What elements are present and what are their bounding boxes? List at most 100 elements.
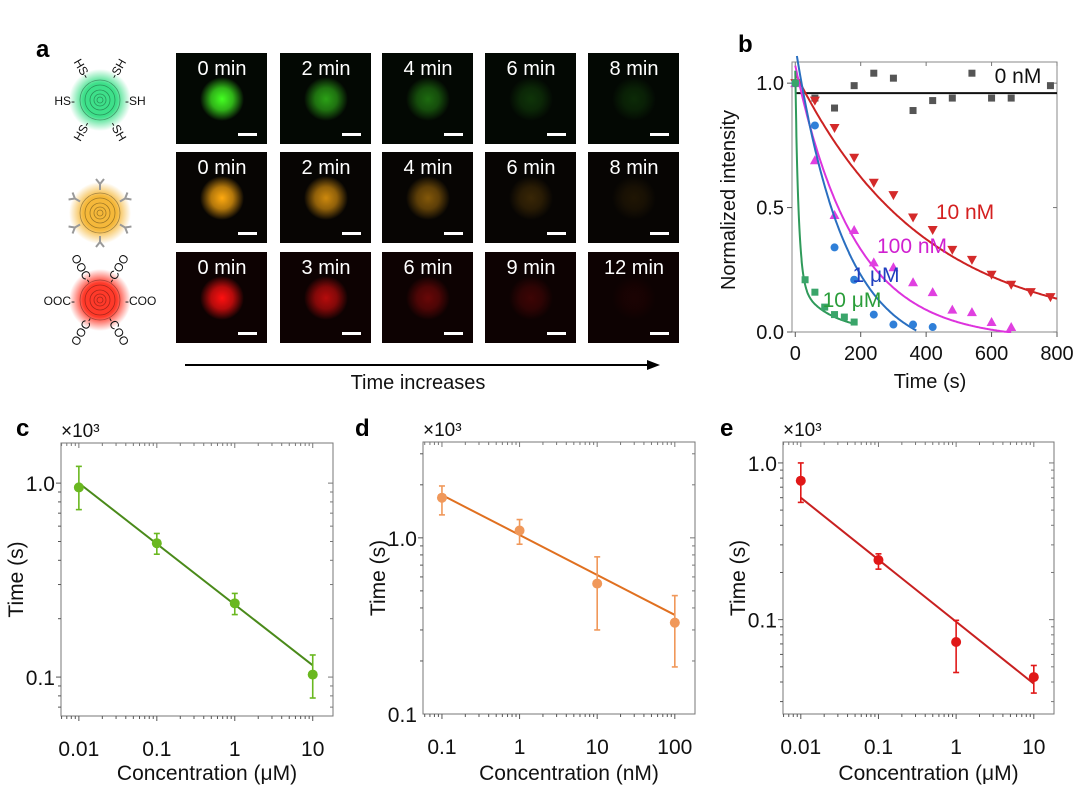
x-tick-label: 10 bbox=[1022, 736, 1045, 759]
data-point bbox=[948, 94, 956, 102]
antibody-particle bbox=[68, 178, 132, 248]
data-point-with-error bbox=[951, 619, 962, 674]
ligand-label: -COO bbox=[104, 252, 132, 286]
data-point bbox=[873, 555, 884, 566]
data-point bbox=[840, 313, 848, 321]
time-label: 6 min bbox=[507, 157, 556, 179]
time-label: 8 min bbox=[610, 157, 659, 179]
image-tile: 0 min bbox=[176, 252, 267, 343]
data-point bbox=[869, 310, 878, 319]
panel-label: b bbox=[738, 31, 753, 58]
particle-ring bbox=[84, 84, 116, 116]
scale-bar bbox=[547, 133, 566, 136]
x-tick-label: 10 bbox=[301, 738, 324, 761]
fluorescent-spot bbox=[304, 176, 348, 220]
data-point bbox=[849, 153, 860, 163]
data-point bbox=[888, 262, 899, 272]
data-point bbox=[889, 74, 897, 82]
antibody-icon bbox=[95, 178, 105, 190]
chart-c: 0.01 0.1 1 10 0.1 1.0 ×10³ Concentration (μM) Ti… bbox=[5, 421, 334, 785]
fluorescent-spot bbox=[509, 176, 553, 220]
image-tile: 6 min bbox=[382, 252, 473, 343]
image-tile: 6 min bbox=[485, 53, 576, 144]
x-axis-label: Concentration (μM) bbox=[117, 762, 297, 785]
x-tick-label: 800 bbox=[1040, 343, 1073, 365]
fit-curve bbox=[795, 55, 917, 332]
x-tick-label: 0.01 bbox=[780, 736, 821, 759]
chart-d: 0.1 1 10 100 0.1 1.0 ×10³ Concentration (nM) Tim… bbox=[367, 420, 696, 785]
series-annotation: 10 μM bbox=[823, 289, 882, 312]
time-label: 6 min bbox=[507, 58, 556, 80]
data-point bbox=[830, 243, 839, 252]
scale-bar bbox=[342, 232, 361, 235]
plot-frame bbox=[422, 441, 696, 715]
ligand-label: OOC- bbox=[44, 294, 75, 308]
image-tile: 0 min bbox=[176, 53, 267, 144]
fit-curve bbox=[794, 70, 855, 325]
particle-ring bbox=[96, 96, 104, 104]
data-point bbox=[229, 598, 240, 609]
ligand-label: -SH bbox=[125, 94, 146, 108]
data-point bbox=[968, 69, 976, 77]
data-point bbox=[927, 287, 938, 297]
antibody-icon bbox=[119, 223, 132, 234]
x-tick-label: 0 bbox=[790, 343, 801, 365]
antibody-shape bbox=[95, 178, 105, 190]
data-point bbox=[151, 538, 162, 549]
data-point bbox=[870, 69, 878, 77]
fluorescent-spot bbox=[304, 77, 348, 121]
x-axis-label: Time (s) bbox=[894, 371, 967, 393]
panel-label: c bbox=[16, 415, 29, 442]
x-tick-label: 0.1 bbox=[427, 736, 456, 759]
fit-line bbox=[78, 482, 314, 667]
x-tick-label: 400 bbox=[909, 343, 942, 365]
data-point bbox=[850, 275, 859, 284]
time-label: 2 min bbox=[302, 157, 351, 179]
data-point bbox=[909, 320, 918, 329]
data-point bbox=[986, 270, 997, 280]
plot-frame bbox=[782, 441, 1055, 715]
x-tick-label: 0.01 bbox=[58, 738, 99, 761]
y-tick-label: 1.0 bbox=[748, 453, 777, 476]
data-point bbox=[909, 107, 917, 115]
image-tile: 8 min bbox=[588, 152, 679, 243]
axis-multiplier: ×10³ bbox=[61, 421, 100, 442]
particle-glow bbox=[69, 182, 131, 244]
data-point bbox=[986, 317, 997, 327]
x-tick-label: 200 bbox=[844, 343, 877, 365]
data-point bbox=[831, 311, 839, 319]
data-point bbox=[889, 320, 898, 329]
particle-ring bbox=[89, 289, 111, 311]
image-tile: 3 min bbox=[280, 252, 371, 343]
data-point bbox=[929, 97, 937, 105]
scale-bar bbox=[342, 332, 361, 335]
carboxyl-particle: OOC- -COO -COO OOC- -COO OOC- bbox=[44, 252, 157, 348]
chart-b: 0 200 400 600 800 0.0 0.5 1.0 Time (s) Normalized… bbox=[718, 55, 1074, 393]
scale-bar bbox=[238, 232, 257, 235]
series-annotation: 0 nM bbox=[995, 65, 1042, 88]
data-point-with-error bbox=[669, 594, 680, 668]
y-tick-label: 0.1 bbox=[388, 704, 417, 727]
y-tick-label: 1.0 bbox=[756, 73, 784, 95]
scale-bar bbox=[238, 133, 257, 136]
image-tile: 4 min bbox=[382, 152, 473, 243]
data-point-with-error bbox=[151, 532, 162, 556]
particle-ring bbox=[84, 197, 116, 229]
series-annotation: 1 μM bbox=[852, 264, 899, 287]
data-point bbox=[669, 617, 680, 628]
y-tick-label: 0.1 bbox=[748, 610, 777, 633]
fluorescent-spot bbox=[304, 276, 348, 320]
antibody-icon bbox=[95, 236, 105, 248]
axis-multiplier: ×10³ bbox=[783, 420, 822, 441]
image-tile: 2 min bbox=[280, 53, 371, 144]
data-point bbox=[928, 323, 937, 332]
fit-line bbox=[441, 494, 676, 616]
data-point bbox=[514, 525, 525, 536]
data-point bbox=[811, 288, 819, 296]
data-point bbox=[988, 94, 996, 102]
data-point bbox=[947, 245, 958, 255]
image-tile: 9 min bbox=[485, 252, 576, 343]
data-point bbox=[888, 191, 899, 201]
image-tile: 0 min bbox=[176, 152, 267, 243]
time-label: 0 min bbox=[198, 257, 247, 279]
